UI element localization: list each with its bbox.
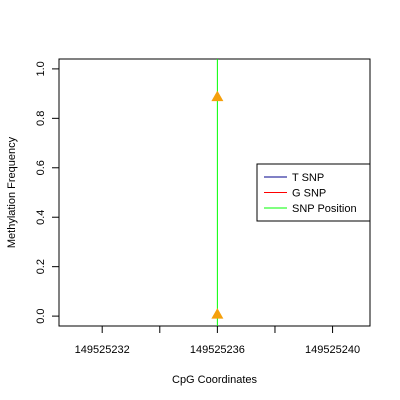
legend-label: T SNP [292, 172, 324, 184]
x-tick-label: 149525232 [75, 344, 130, 356]
x-tick-label: 149525236 [190, 344, 245, 356]
data-point [211, 308, 224, 319]
legend-label: SNP Position [292, 203, 357, 215]
x-axis-label: CpG Coordinates [172, 374, 257, 386]
chart-marks [211, 59, 224, 326]
x-tick-label: 149525240 [305, 344, 360, 356]
y-axis: 0.0 0.2 0.4 0.6 0.8 1.0 [35, 61, 59, 324]
y-tick-label: 0.2 [35, 259, 47, 274]
x-axis: 149525232 149525236 149525240 [75, 326, 360, 356]
y-tick-label: 0.0 [35, 308, 47, 323]
y-tick-label: 1.0 [35, 61, 47, 76]
legend-label: G SNP [292, 188, 326, 200]
y-tick-label: 0.8 [35, 111, 47, 126]
y-tick-label: 0.6 [35, 160, 47, 175]
y-tick-label: 0.4 [35, 210, 47, 225]
legend: T SNP G SNP SNP Position [256, 163, 371, 222]
y-axis-label: Methylation Frequency [6, 136, 18, 248]
data-point [211, 90, 224, 102]
